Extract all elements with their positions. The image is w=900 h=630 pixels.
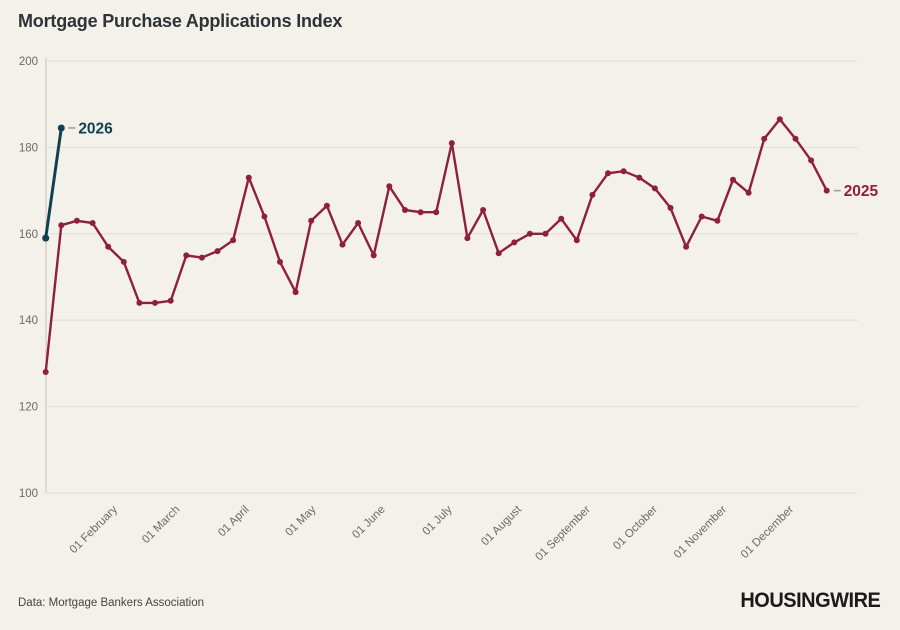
series-2025-point (136, 299, 143, 306)
series-2025-point (761, 135, 768, 142)
series-2025-point (511, 239, 518, 246)
series-2025-point (214, 248, 221, 255)
series-2025-point (558, 215, 565, 222)
series-2025-point (808, 157, 815, 164)
series-2026-point (42, 234, 50, 242)
series-2025-point (636, 174, 643, 181)
series-2026-point (57, 124, 65, 132)
series-2025-point (417, 209, 424, 216)
series-2025-point (167, 297, 174, 304)
series-2025-point (573, 237, 580, 244)
line-chart: 100 120 140 160 180 200 01 February 01 March 01 … (19, 56, 879, 564)
series-2025-point (730, 176, 736, 183)
y-tick-label: 180 (19, 142, 38, 154)
series-2025-point (402, 207, 408, 213)
series-2025-point (73, 217, 80, 224)
series-2025-point (339, 241, 346, 248)
x-tick-label: 01 June (350, 504, 387, 541)
series-2025-point (292, 289, 299, 296)
x-tick-label: 01 February (68, 503, 121, 556)
series-2025-point (433, 209, 440, 216)
series-2025-point (605, 170, 611, 177)
series-2025-point (105, 243, 112, 250)
x-tick-label: 01 July (421, 503, 455, 537)
x-tick-label: 01 April (216, 504, 252, 540)
y-tick-label: 120 (19, 402, 38, 414)
series-2025-point (698, 213, 705, 220)
series-2025-point (386, 183, 393, 190)
series-2025-point (198, 254, 205, 261)
series-label-2026: 2026 (78, 120, 113, 137)
series-2025-point (745, 189, 752, 196)
y-tick-label: 200 (19, 56, 38, 68)
brand-logo: HOUSINGWIRE (740, 589, 880, 612)
series-2025-point (776, 116, 783, 123)
series-2025-point (823, 187, 830, 194)
series-2026-line (44, 126, 63, 240)
series-2025-point (277, 258, 283, 265)
series-2025-point (480, 207, 487, 213)
series-label-2025: 2025 (844, 183, 879, 200)
series-2025-point (308, 217, 315, 224)
series-2025-point (323, 202, 330, 209)
series-2025-point (42, 369, 49, 375)
series-2025-point (792, 135, 799, 142)
series-2025-point (542, 230, 549, 237)
series-2025-point (58, 222, 65, 229)
series-2025-point (230, 237, 237, 244)
x-tick-label: 01 March (140, 504, 182, 546)
series-2025-point (651, 185, 658, 192)
x-tick-label: 01 August (479, 503, 524, 548)
y-tick-label: 160 (19, 229, 38, 241)
series-2025-point (355, 220, 362, 226)
series-2025-point (683, 243, 690, 250)
series-2025-point (589, 191, 596, 198)
series-2025-point (448, 140, 455, 147)
y-tick-label: 100 (19, 488, 38, 500)
series-2025-point (89, 220, 96, 226)
series-2025-point (261, 213, 268, 220)
series-2025-point (245, 174, 252, 181)
series-2025-point (152, 299, 158, 306)
series-2025-point (667, 204, 674, 211)
series-2025-line (44, 118, 828, 374)
x-tick-label: 01 October (611, 504, 660, 553)
y-tick-label: 140 (19, 315, 38, 327)
series-2025-point (526, 230, 533, 237)
series-2025-point (620, 168, 627, 175)
series-2025-point (120, 258, 127, 265)
series-2025-point (464, 235, 471, 242)
x-tick-label: 01 September (533, 504, 593, 564)
series-2025-point (183, 252, 190, 259)
chart-title: Mortgage Purchase Applications Index (18, 11, 343, 31)
series-2025-point (714, 217, 721, 224)
x-tick-label: 01 May (283, 503, 318, 538)
x-tick-label: 01 November (672, 504, 729, 561)
x-tick-label: 01 December (739, 504, 796, 561)
source-credit: Data: Mortgage Bankers Association (18, 597, 205, 609)
series-2025-point (495, 250, 502, 257)
series-2025-point (370, 252, 377, 259)
